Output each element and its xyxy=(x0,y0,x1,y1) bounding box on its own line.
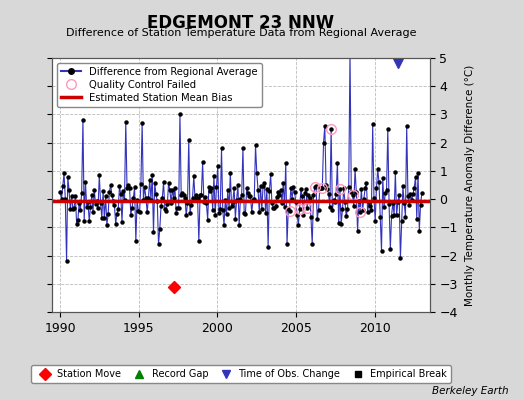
Y-axis label: Monthly Temperature Anomaly Difference (°C): Monthly Temperature Anomaly Difference (… xyxy=(465,64,475,306)
Legend: Difference from Regional Average, Quality Control Failed, Estimated Station Mean: Difference from Regional Average, Qualit… xyxy=(58,63,262,107)
Text: EDGEMONT 23 NNW: EDGEMONT 23 NNW xyxy=(147,14,335,32)
Text: Difference of Station Temperature Data from Regional Average: Difference of Station Temperature Data f… xyxy=(66,28,416,38)
Text: Berkeley Earth: Berkeley Earth xyxy=(432,386,508,396)
Legend: Station Move, Record Gap, Time of Obs. Change, Empirical Break: Station Move, Record Gap, Time of Obs. C… xyxy=(31,365,451,383)
